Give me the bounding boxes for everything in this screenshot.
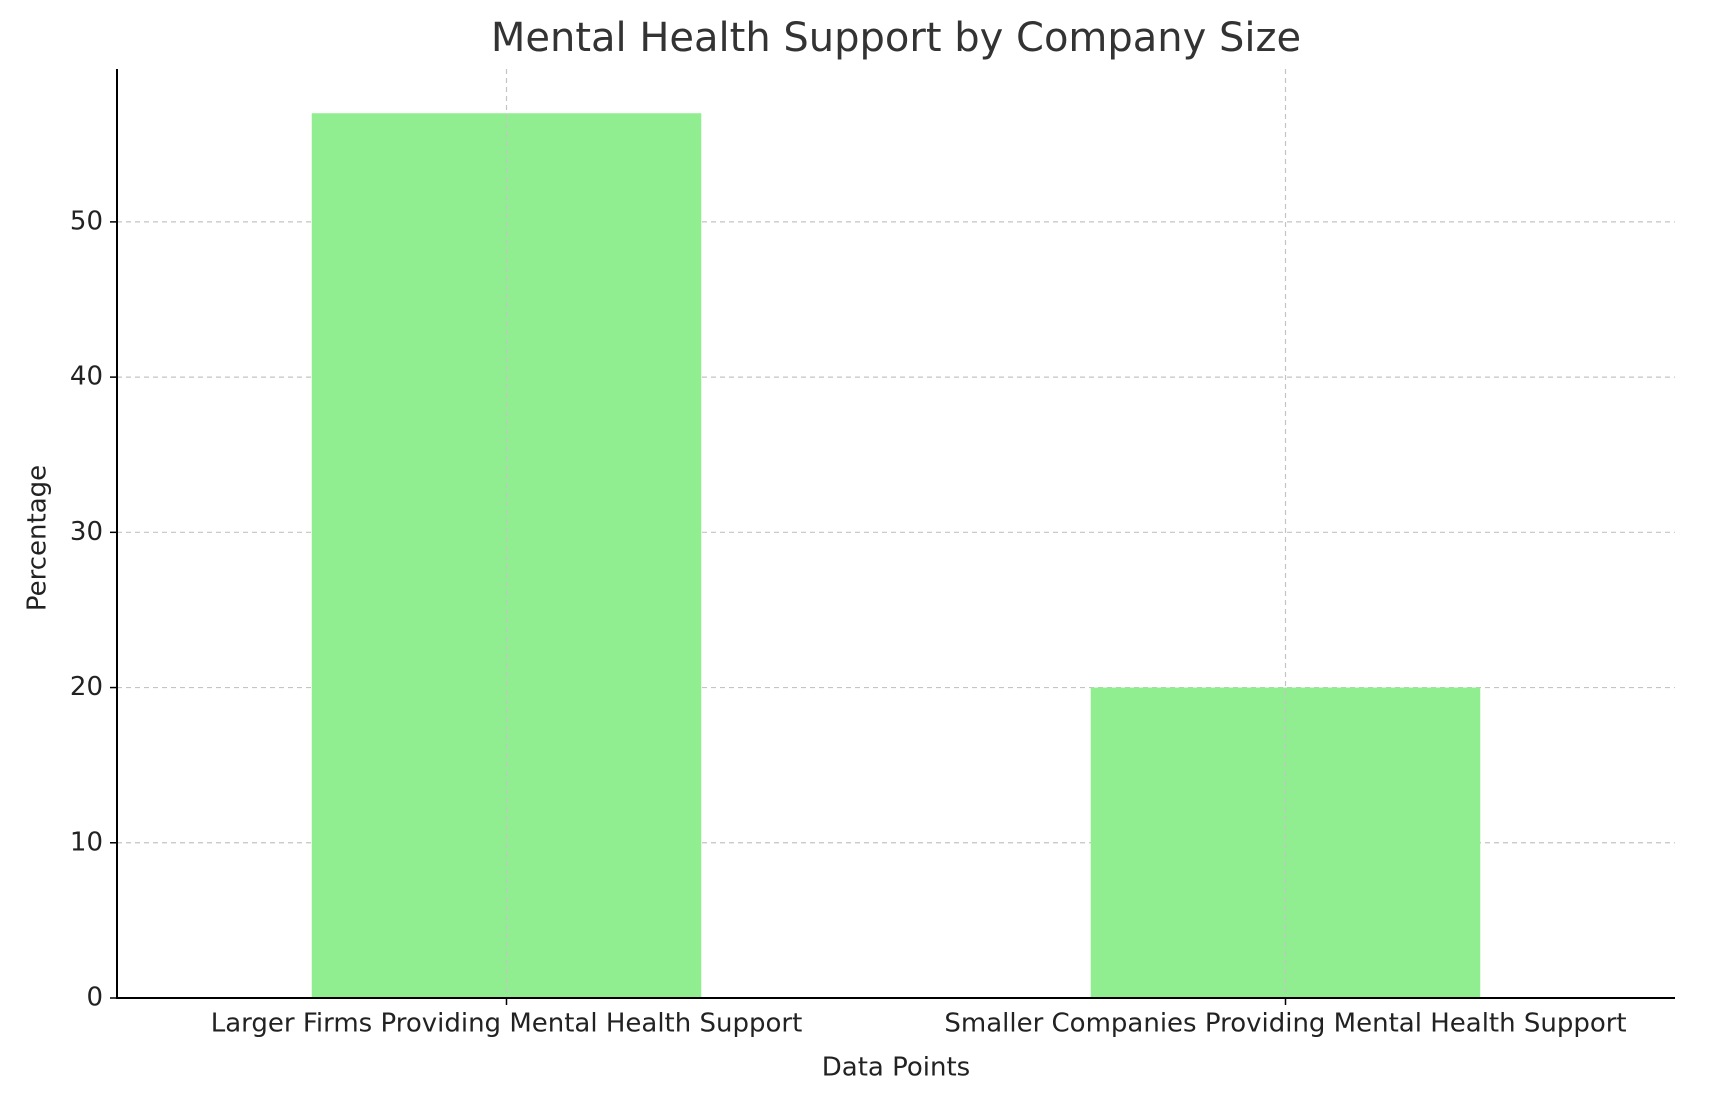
y-tick-label: 0 [86, 983, 103, 1013]
x-tick-label: Larger Firms Providing Mental Health Sup… [211, 1009, 803, 1039]
y-tick-label: 30 [70, 517, 103, 547]
y-tick-label: 40 [70, 362, 103, 392]
y-tick-label: 50 [70, 206, 103, 236]
x-tick-label: Smaller Companies Providing Mental Healt… [944, 1009, 1626, 1039]
y-axis-label: Percentage [23, 465, 53, 611]
y-tick-label: 10 [70, 827, 103, 857]
x-axis-label: Data Points [822, 1053, 970, 1083]
y-tick-label: 20 [70, 672, 103, 702]
chart-title: Mental Health Support by Company Size [491, 15, 1301, 61]
